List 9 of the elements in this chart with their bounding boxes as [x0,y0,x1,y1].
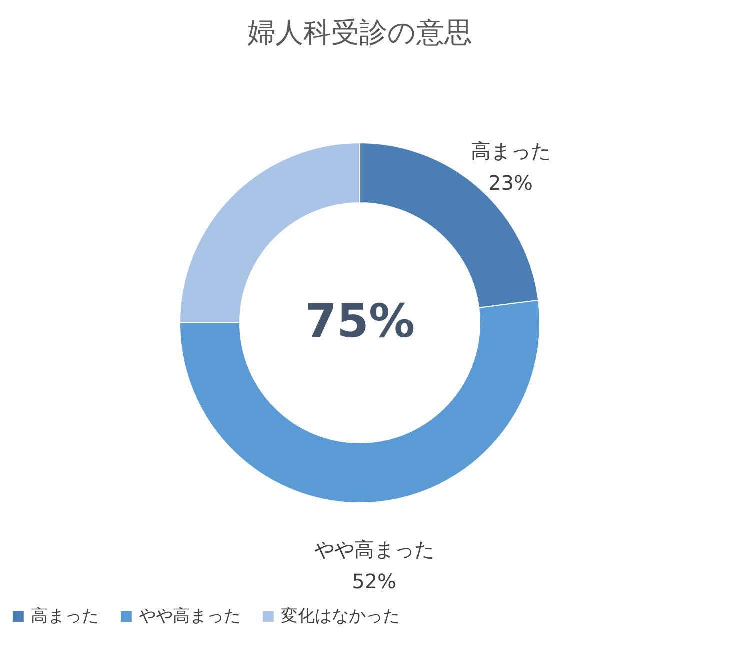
chart-title: 婦人科受診の意思 [248,16,472,49]
slice-label: やや高まった [314,538,434,562]
legend-label: 高まった [31,606,99,627]
slice-label: 高まった [470,138,551,163]
text: 75% [304,294,416,348]
data-label: 52% [352,570,397,594]
legend-label: 変化はなかった [281,606,400,627]
data-label: 23% [488,170,534,195]
legend-label: やや高まった [139,606,241,627]
